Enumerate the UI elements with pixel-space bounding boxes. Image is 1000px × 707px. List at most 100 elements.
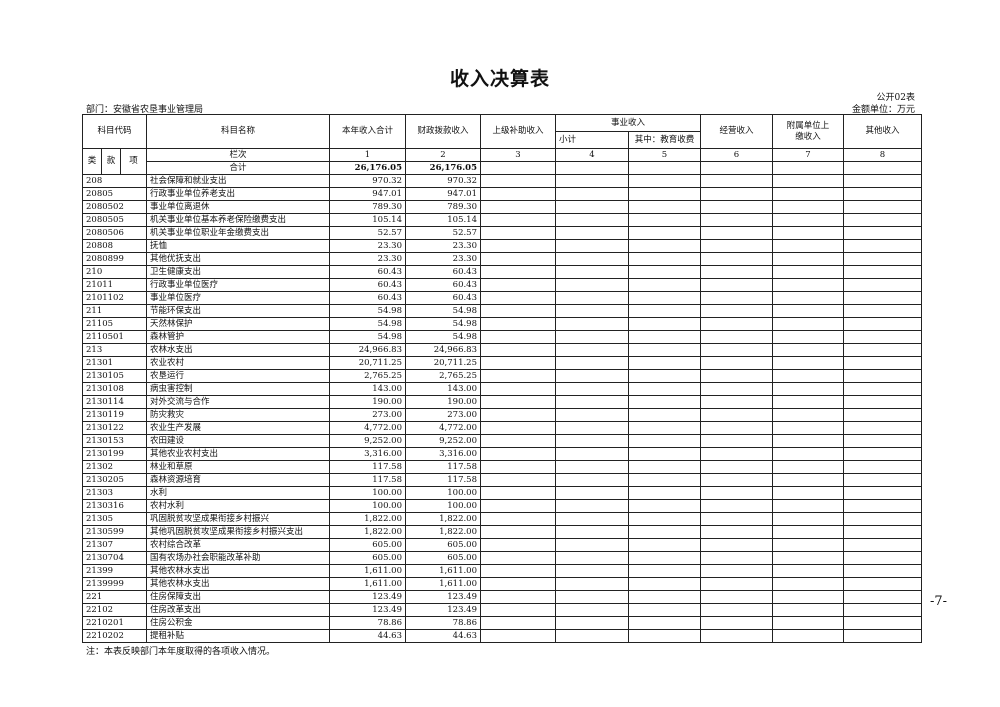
fiscal-income: 605.00 bbox=[405, 551, 481, 565]
empty-cell bbox=[480, 343, 556, 357]
empty-cell bbox=[772, 369, 845, 383]
empty-cell bbox=[843, 239, 923, 253]
empty-cell bbox=[700, 590, 774, 604]
empty-cell bbox=[700, 395, 774, 409]
subject-code: 210 bbox=[82, 265, 147, 279]
table-row: 2080505 机关事业单位基本养老保险缴费支出 105.14 105.14 bbox=[82, 213, 923, 227]
empty-cell bbox=[843, 174, 923, 188]
table-row: 2130105 农垦运行 2,765.25 2,765.25 bbox=[82, 369, 923, 383]
subject-code: 20808 bbox=[82, 239, 147, 253]
table-row: 213 农林水支出 24,966.83 24,966.83 bbox=[82, 343, 923, 357]
subject-code: 20805 bbox=[82, 187, 147, 201]
fiscal-income: 789.30 bbox=[405, 200, 481, 214]
table-row: 210 卫生健康支出 60.43 60.43 bbox=[82, 265, 923, 279]
empty-cell bbox=[555, 616, 629, 630]
empty-cell bbox=[772, 434, 845, 448]
empty-cell bbox=[843, 291, 923, 305]
subject-code: 2130199 bbox=[82, 447, 147, 461]
empty-cell bbox=[480, 629, 556, 643]
header-education: 其中：教育收费 bbox=[627, 131, 702, 149]
empty-cell bbox=[700, 330, 774, 344]
subject-name: 住房公积金 bbox=[146, 616, 330, 630]
fiscal-income: 44.63 bbox=[405, 629, 481, 643]
empty-cell bbox=[555, 187, 629, 201]
page-title: 收入决算表 bbox=[449, 68, 550, 90]
subject-name: 对外交流与合作 bbox=[146, 395, 330, 409]
total-income: 2,765.25 bbox=[329, 369, 406, 383]
empty-cell bbox=[555, 317, 629, 331]
empty-cell bbox=[480, 200, 556, 214]
header-subtotal: 小计 bbox=[555, 131, 629, 149]
empty-cell bbox=[480, 577, 556, 591]
empty-cell bbox=[700, 226, 774, 240]
empty-cell bbox=[480, 369, 556, 383]
subject-code: 2130119 bbox=[82, 408, 147, 422]
subject-name: 农田建设 bbox=[146, 434, 330, 448]
subject-name: 农村水利 bbox=[146, 499, 330, 513]
table-row: 2210201 住房公积金 78.86 78.86 bbox=[82, 616, 923, 630]
empty-cell bbox=[480, 421, 556, 435]
fiscal-income: 100.00 bbox=[405, 486, 481, 500]
empty-cell bbox=[843, 603, 923, 617]
empty-cell bbox=[700, 512, 774, 526]
empty-cell bbox=[700, 603, 774, 617]
empty-cell bbox=[480, 590, 556, 604]
subject-code: 2110501 bbox=[82, 330, 147, 344]
empty-cell bbox=[555, 174, 629, 188]
subject-code: 2130108 bbox=[82, 382, 147, 396]
empty-cell bbox=[772, 512, 845, 526]
empty-cell bbox=[480, 291, 556, 305]
subject-name: 行政事业单位养老支出 bbox=[146, 187, 330, 201]
header-lei: 类 bbox=[82, 148, 102, 175]
header-other: 其他收入 bbox=[843, 114, 923, 149]
table-row: 21105 天然林保护 54.98 54.98 bbox=[82, 317, 923, 331]
total-income: 23.30 bbox=[329, 252, 406, 266]
empty-cell bbox=[772, 187, 845, 201]
subject-name: 住房改革支出 bbox=[146, 603, 330, 617]
empty-cell bbox=[700, 291, 774, 305]
table-row: 21301 农业农村 20,711.25 20,711.25 bbox=[82, 356, 923, 370]
header-fiscal: 财政拨款收入 bbox=[405, 114, 481, 149]
empty-cell bbox=[772, 317, 845, 331]
empty-cell bbox=[700, 577, 774, 591]
empty-cell bbox=[627, 395, 702, 409]
subject-name: 卫生健康支出 bbox=[146, 265, 330, 279]
empty-cell bbox=[843, 213, 923, 227]
total-income: 947.01 bbox=[329, 187, 406, 201]
empty-cell bbox=[627, 200, 702, 214]
subject-name: 机关事业单位基本养老保险缴费支出 bbox=[146, 213, 330, 227]
empty-cell bbox=[480, 330, 556, 344]
fiscal-income: 143.00 bbox=[405, 382, 481, 396]
col-number: 1 bbox=[329, 148, 406, 162]
empty-cell bbox=[480, 239, 556, 253]
subject-code: 21011 bbox=[82, 278, 147, 292]
subject-code: 21105 bbox=[82, 317, 147, 331]
empty-cell bbox=[843, 382, 923, 396]
total-income: 123.49 bbox=[329, 603, 406, 617]
fiscal-income: 117.58 bbox=[405, 460, 481, 474]
table-row: 21399 其他农林水支出 1,611.00 1,611.00 bbox=[82, 564, 923, 578]
subject-code: 2130122 bbox=[82, 421, 147, 435]
empty-cell bbox=[843, 226, 923, 240]
header-name: 科目名称 bbox=[146, 114, 330, 149]
empty-cell bbox=[843, 408, 923, 422]
empty-cell bbox=[627, 174, 702, 188]
empty-cell bbox=[480, 447, 556, 461]
empty-cell bbox=[480, 317, 556, 331]
total-income: 605.00 bbox=[329, 538, 406, 552]
empty-cell bbox=[700, 356, 774, 370]
empty-cell bbox=[700, 200, 774, 214]
empty-cell bbox=[772, 330, 845, 344]
fiscal-income: 60.43 bbox=[405, 265, 481, 279]
subject-name: 事业单位离退休 bbox=[146, 200, 330, 214]
empty-cell bbox=[627, 486, 702, 500]
empty-cell bbox=[627, 408, 702, 422]
header-superior: 上级补助收入 bbox=[480, 114, 556, 149]
empty-cell bbox=[480, 499, 556, 513]
table-row: 2130153 农田建设 9,252.00 9,252.00 bbox=[82, 434, 923, 448]
empty-cell bbox=[480, 187, 556, 201]
empty-cell bbox=[627, 278, 702, 292]
total-income: 143.00 bbox=[329, 382, 406, 396]
empty-cell bbox=[627, 538, 702, 552]
empty-cell bbox=[627, 447, 702, 461]
